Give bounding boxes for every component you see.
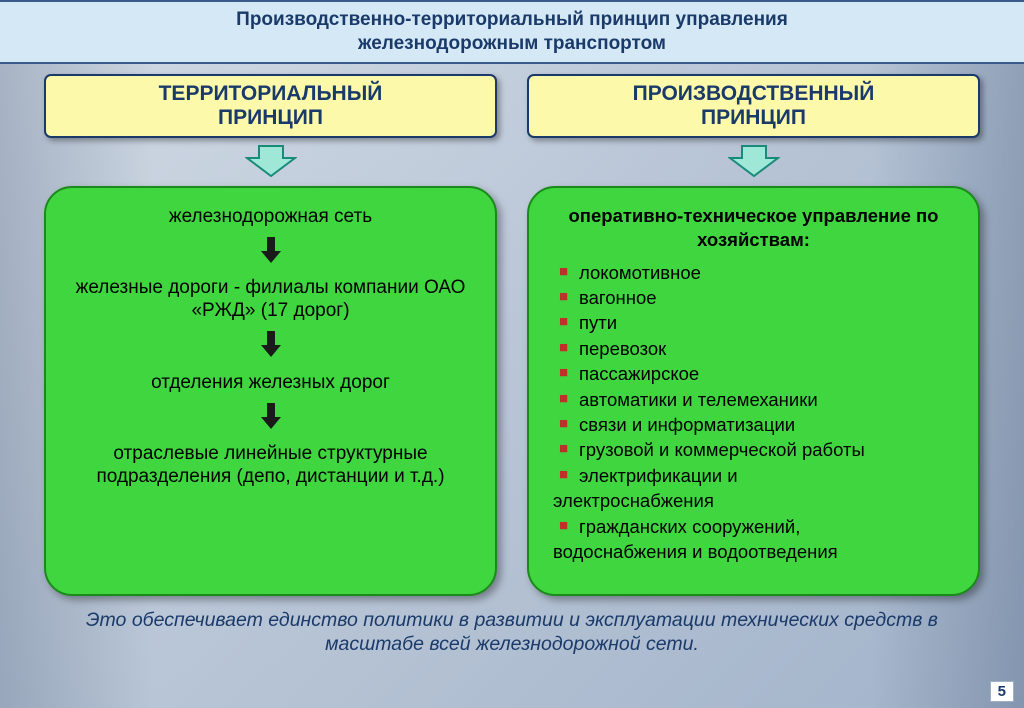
list-item: пути <box>553 311 958 335</box>
left-header-line1: ТЕРРИТОРИАЛЬНЫЙ <box>60 82 481 106</box>
right-header-line1: ПРОИЗВОДСТВЕННЫЙ <box>543 82 964 106</box>
list-item: гражданских сооружений, <box>553 515 958 539</box>
title-line2: железнодорожным транспортом <box>12 32 1012 56</box>
left-content: железнодорожная сеть железные дороги - фи… <box>66 204 475 491</box>
list-item: пассажирское <box>553 362 958 386</box>
right-column: ПРОИЗВОДСТВЕННЫЙ ПРИНЦИП оперативно-техн… <box>527 74 980 596</box>
title-line1: Производственно-территориальный принцип … <box>12 8 1012 32</box>
left-item: отделения железных дорог <box>151 372 390 395</box>
right-content: оперативно-техническое управление по хоз… <box>549 204 958 565</box>
list-item-continuation: водоснабжения и водоотведения <box>553 540 958 564</box>
list-item-continuation: электроснабжения <box>553 489 958 513</box>
arrow-down-left <box>245 144 297 183</box>
left-item: отраслевые линейные структурные подразде… <box>66 443 475 489</box>
chevron-down-icon <box>728 144 780 178</box>
columns: ТЕРРИТОРИАЛЬНЫЙ ПРИНЦИП железнодорожная … <box>0 64 1024 596</box>
left-header-line2: ПРИНЦИП <box>60 106 481 130</box>
arrow-down-right <box>728 144 780 183</box>
left-item: железные дороги - филиалы компании ОАО «… <box>66 277 475 323</box>
list-item: локомотивное <box>553 261 958 285</box>
list-item: связи и информатизации <box>553 413 958 437</box>
footer-text: Это обеспечивает единство политики в раз… <box>0 596 1024 657</box>
chevron-down-icon <box>245 144 297 178</box>
left-header-box: ТЕРРИТОРИАЛЬНЫЙ ПРИНЦИП <box>44 74 497 138</box>
arrow-down-icon <box>259 235 283 272</box>
page-number: 5 <box>990 681 1014 702</box>
right-list-title: оперативно-техническое управление по хоз… <box>549 204 958 253</box>
left-column: ТЕРРИТОРИАЛЬНЫЙ ПРИНЦИП железнодорожная … <box>44 74 497 596</box>
list-item: автоматики и телемеханики <box>553 388 958 412</box>
list-item: грузовой и коммерческой работы <box>553 438 958 462</box>
title-bar: Производственно-территориальный принцип … <box>0 0 1024 64</box>
list-item: перевозок <box>553 337 958 361</box>
right-green-box: оперативно-техническое управление по хоз… <box>527 186 980 596</box>
list-item: электрификации и <box>553 464 958 488</box>
arrow-down-icon <box>259 329 283 366</box>
left-green-box: железнодорожная сеть железные дороги - фи… <box>44 186 497 596</box>
right-list: локомотивноевагонноепутиперевозокпассажи… <box>549 261 958 565</box>
left-item: железнодорожная сеть <box>169 206 372 229</box>
arrow-down-icon <box>259 401 283 438</box>
right-header-box: ПРОИЗВОДСТВЕННЫЙ ПРИНЦИП <box>527 74 980 138</box>
right-header-line2: ПРИНЦИП <box>543 106 964 130</box>
list-item: вагонное <box>553 286 958 310</box>
